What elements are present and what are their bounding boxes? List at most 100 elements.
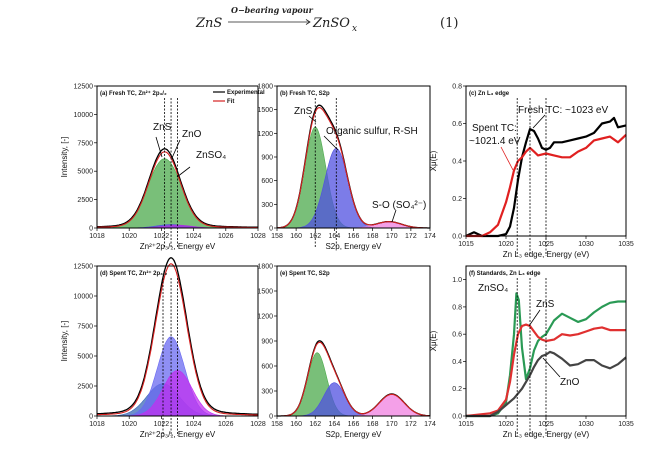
annotation-zns: ZnS	[536, 299, 555, 310]
x-tick-label: 166	[348, 233, 360, 240]
plot-frame	[96, 265, 259, 417]
y-tick-label: 900	[261, 339, 273, 346]
y-tick-label: 2500	[77, 197, 93, 204]
x-tick-label: 1020	[498, 421, 514, 428]
x-tick-label: 160	[290, 233, 302, 240]
annotation-arrow	[532, 114, 546, 129]
y-axis-label: Xμ(E)	[429, 330, 438, 351]
x-tick-label: 1030	[578, 241, 594, 248]
fit-line	[277, 341, 430, 417]
y-tick-label: 0	[89, 414, 93, 421]
equation-number: (1)	[440, 16, 458, 31]
x-tick-label: 1024	[186, 421, 202, 428]
y-tick-label: 0.4	[452, 159, 462, 166]
y-tick-label: 7500	[77, 324, 93, 331]
x-tick-label: 164	[329, 233, 341, 240]
arrow-head-icon	[305, 19, 311, 25]
y-axis-label: Intensity, [-]	[60, 321, 69, 362]
series-line-freshtc	[465, 116, 627, 238]
x-tick-label: 1026	[218, 233, 234, 240]
chart-panel-f: 1015 1020 1025 1030 1035 0.0 0.2 0.4 0.6 0.8 1.0 (f…	[429, 265, 634, 439]
annotation-spent-tc-value: ~1021.4 eV	[469, 136, 521, 147]
annotation-organic-sulfur: Organic sulfur, R-SH	[326, 126, 418, 137]
x-axis-label: S2p, Energy eV	[325, 242, 382, 251]
x-axis-label: Zn²⁺2p₃/₂, Energy eV	[140, 242, 216, 251]
panel-title: (e) Spent TC, S2p	[280, 271, 330, 277]
y-tick-label: 0.2	[452, 386, 462, 393]
annotation-zno: ZnO	[182, 129, 202, 140]
x-tick-label: 1018	[89, 233, 105, 240]
chart-panel-a: 1018 1020 1022 1024 1026 1028 0 2500 5000 7500 100…	[60, 84, 266, 252]
chart-panel-b: 158 160 162 164 166 168 170 172 174 0 300 600 900 120…	[257, 84, 436, 252]
x-tick-label: 1024	[186, 233, 202, 240]
series-line-zno	[466, 350, 627, 418]
annotation-zns: ZnS	[153, 122, 172, 133]
x-tick-label: 170	[386, 233, 398, 240]
annotation-arrow	[542, 357, 561, 378]
x-tick-label: 1026	[218, 421, 234, 428]
annotation-fresh-tc: Fresh TC: ~1023 eV	[518, 105, 608, 116]
fit-line	[96, 263, 259, 416]
x-tick-label: 1022	[154, 421, 170, 428]
y-tick-label: 0.0	[452, 234, 462, 241]
annotation-arrow	[308, 115, 317, 123]
annotation-znso4: ZnSO₄	[478, 283, 508, 294]
x-tick-label: 1020	[121, 233, 137, 240]
y-tick-label: 1500	[257, 107, 273, 114]
y-tick-label: 0	[89, 226, 93, 233]
y-tick-label: 5000	[77, 169, 93, 176]
y-tick-label: 300	[261, 389, 273, 396]
annotation-zns: ZnS	[294, 106, 313, 117]
x-tick-label: 172	[405, 233, 417, 240]
equation-right: ZnSO	[312, 16, 350, 31]
legend-label: Experimental	[227, 90, 265, 96]
annotation-arrow	[176, 166, 191, 178]
y-tick-label: 1.0	[452, 277, 462, 284]
x-tick-label: 1028	[250, 233, 266, 240]
equation: ZnS O−bearing vapour ZnSO x (1)	[195, 5, 458, 34]
annotation-spent-tc: Spent TC:	[472, 123, 517, 134]
panel-title: (d) Spent TC, Zn²⁺ 2p₃/₂	[100, 270, 168, 277]
x-tick-label: 1022	[154, 233, 170, 240]
y-tick-label: 1800	[257, 84, 273, 91]
x-tick-label: 1015	[458, 241, 474, 248]
x-tick-label: 170	[386, 421, 398, 428]
x-tick-label: 1028	[250, 421, 266, 428]
y-tick-label: 600	[261, 178, 273, 185]
annotation-so4: S-O (SO₄²⁻)	[372, 200, 426, 211]
panel-title: (f) Standards, Zn L₃ edge	[469, 271, 541, 277]
annotation-arrow	[528, 309, 541, 327]
panel-title: (c) Zn L₃ edge	[469, 91, 510, 97]
y-tick-label: 2500	[77, 384, 93, 391]
annotations: ZnS ZnO ZnSO₄ ZnS Organic sulfur, R-SH S-O (S…	[153, 105, 608, 388]
y-tick-label: 0.4	[452, 359, 462, 366]
y-tick-label: 0.6	[452, 332, 462, 339]
x-tick-label: 1018	[89, 421, 105, 428]
y-tick-label: 7500	[77, 140, 93, 147]
series-line-spenttc	[466, 133, 627, 238]
series-line-zns	[465, 323, 626, 418]
y-tick-label: 1200	[257, 314, 273, 321]
y-tick-label: 600	[261, 364, 273, 371]
fit-line	[276, 107, 430, 229]
y-tick-label: 1500	[257, 289, 273, 296]
plot-frame	[276, 265, 431, 417]
experimental-line	[96, 257, 259, 415]
y-axis-label: Xμ(E)	[429, 150, 438, 171]
x-tick-label: 1025	[538, 241, 554, 248]
y-tick-label: 0	[269, 226, 273, 233]
x-tick-label: 172	[405, 421, 417, 428]
y-tick-label: 0.8	[452, 304, 462, 311]
y-tick-label: 12500	[74, 84, 94, 91]
chart-panel-e: 158 160 162 164 166 168 170 172 174 0 300 600 900 120…	[257, 264, 436, 440]
x-tick-label: 164	[329, 421, 341, 428]
chart-panel-d: 1018 1020 1022 1024 1026 1028 0 2500 5000 7500 100…	[60, 257, 266, 439]
annotation-arrow	[500, 146, 514, 171]
annotation-arrow	[391, 209, 397, 223]
plot-frame	[96, 85, 259, 229]
equation-arrow-label: O−bearing vapour	[231, 5, 314, 15]
x-tick-label: 1025	[538, 421, 554, 428]
x-tick-label: 168	[367, 421, 379, 428]
annotation-arrow	[171, 139, 181, 159]
